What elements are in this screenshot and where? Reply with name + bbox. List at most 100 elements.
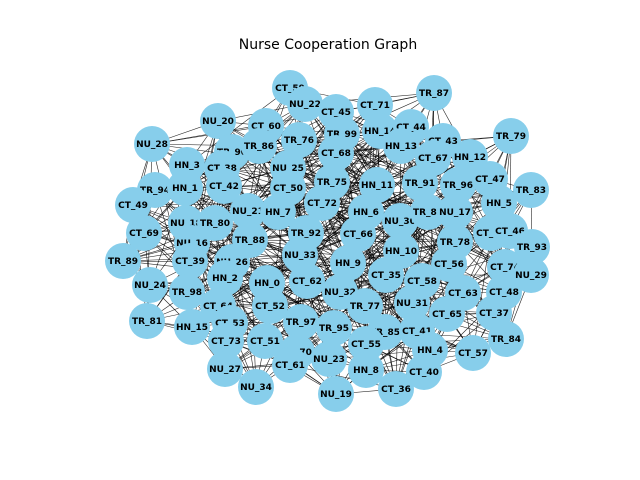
node-label: CT_66 (343, 230, 373, 240)
node-circle (394, 285, 430, 321)
node-label: NU_27 (209, 365, 241, 375)
node-label: CT_61 (275, 361, 305, 371)
node-label: CT_63 (448, 289, 478, 299)
node-circle (416, 75, 452, 111)
node-circle (172, 243, 208, 279)
node-circle (318, 135, 354, 171)
graph-edge (472, 232, 492, 354)
node-label: NU_25 (272, 164, 304, 174)
node-label: TR_94 (140, 186, 170, 196)
node-label: NU_29 (515, 271, 547, 281)
node-label: CT_39 (175, 257, 205, 267)
graph-node: HN_8 (348, 352, 384, 388)
node-circle (289, 263, 325, 299)
node-label: TR_93 (517, 243, 547, 253)
graph-node: NU_24 (132, 267, 168, 303)
node-label: TR_78 (440, 238, 470, 248)
node-label: TR_88 (235, 236, 265, 246)
node-label: HN_5 (486, 199, 512, 209)
node-label: CT_42 (209, 182, 239, 192)
node-label: HN_11 (361, 181, 393, 191)
node-circle (383, 128, 419, 164)
graph-node: TR_89 (105, 243, 141, 279)
graph-node: CT_69 (126, 215, 162, 251)
node-label: HN_6 (353, 208, 379, 218)
graph-edge (364, 305, 495, 314)
graph-node: CT_56 (431, 246, 467, 282)
node-circle (272, 347, 308, 383)
node-label: CT_36 (381, 385, 411, 395)
node-label: CT_55 (351, 340, 381, 350)
graph-node: TR_86 (241, 128, 277, 164)
node-label: CT_35 (371, 271, 401, 281)
node-label: TR_96 (443, 181, 473, 191)
graph-node: HN_7 (260, 194, 296, 230)
node-circle (311, 341, 347, 377)
node-label: CT_65 (432, 310, 462, 320)
graph-node: TR_82 (410, 194, 446, 230)
node-circle (368, 257, 404, 293)
graph-node: NU_28 (134, 126, 170, 162)
node-circle (174, 309, 210, 345)
node-label: CT_45 (321, 108, 351, 118)
node-label: CT_68 (321, 149, 351, 159)
node-circle (513, 257, 549, 293)
graph-node: TR_96 (440, 167, 476, 203)
graph-node: TR_87 (416, 75, 452, 111)
node-label: HN_13 (385, 142, 417, 152)
node-label: CT_58 (407, 277, 437, 287)
node-circle (440, 167, 476, 203)
graph-node: NU_29 (513, 257, 549, 293)
graph-node: CT_73 (208, 323, 244, 359)
node-label: CT_59 (275, 84, 305, 94)
graph-edge (249, 239, 257, 388)
node-label: TR_91 (405, 179, 435, 189)
node-label: CT_57 (458, 349, 488, 359)
node-circle (431, 246, 467, 282)
node-label: TR_89 (108, 257, 138, 267)
node-label: CT_46 (495, 227, 525, 237)
node-circle (410, 194, 446, 230)
node-label: CT_47 (475, 175, 505, 185)
node-circle (429, 296, 465, 332)
node-label: CT_56 (434, 260, 464, 270)
graph-node: CT_39 (172, 243, 208, 279)
graph-node: TR_81 (129, 303, 165, 339)
node-label: CT_54 (476, 229, 506, 239)
node-label: CT_52 (255, 302, 285, 312)
node-label: NU_32 (324, 288, 356, 298)
graph-node: HN_2 (207, 260, 243, 296)
graph-node: TR_77 (347, 288, 383, 324)
graph-title: Nurse Cooperation Graph (239, 37, 417, 53)
node-label: TR_79 (496, 132, 526, 142)
node-circle (169, 274, 205, 310)
node-label: NU_23 (313, 355, 345, 365)
graph-node: CT_35 (368, 257, 404, 293)
graph-node: NU_27 (207, 351, 243, 387)
node-label: CT_67 (418, 154, 448, 164)
node-circle (481, 185, 517, 221)
graph-node: HN_9 (330, 245, 366, 281)
node-circle (488, 321, 524, 357)
node-circle (348, 326, 384, 362)
node-circle (287, 86, 323, 122)
graph-node: TR_91 (402, 165, 438, 201)
node-circle (340, 216, 376, 252)
graph-edge (221, 145, 402, 169)
graph-node: CT_68 (318, 135, 354, 171)
graph-node: CT_42 (206, 168, 242, 204)
node-label: CT_72 (307, 199, 337, 209)
node-label: NU_34 (240, 383, 272, 393)
node-label: HN_2 (212, 274, 238, 284)
node-circle (406, 354, 442, 390)
graph-node: CT_57 (455, 335, 491, 371)
node-label: TR_80 (200, 219, 230, 229)
graph-node: NU_20 (200, 103, 236, 139)
graph-node: NU_22 (287, 86, 323, 122)
node-circle (359, 167, 395, 203)
graph-node: TR_83 (513, 172, 549, 208)
node-label: NU_22 (289, 100, 321, 110)
node-label: TR_84 (491, 335, 521, 345)
